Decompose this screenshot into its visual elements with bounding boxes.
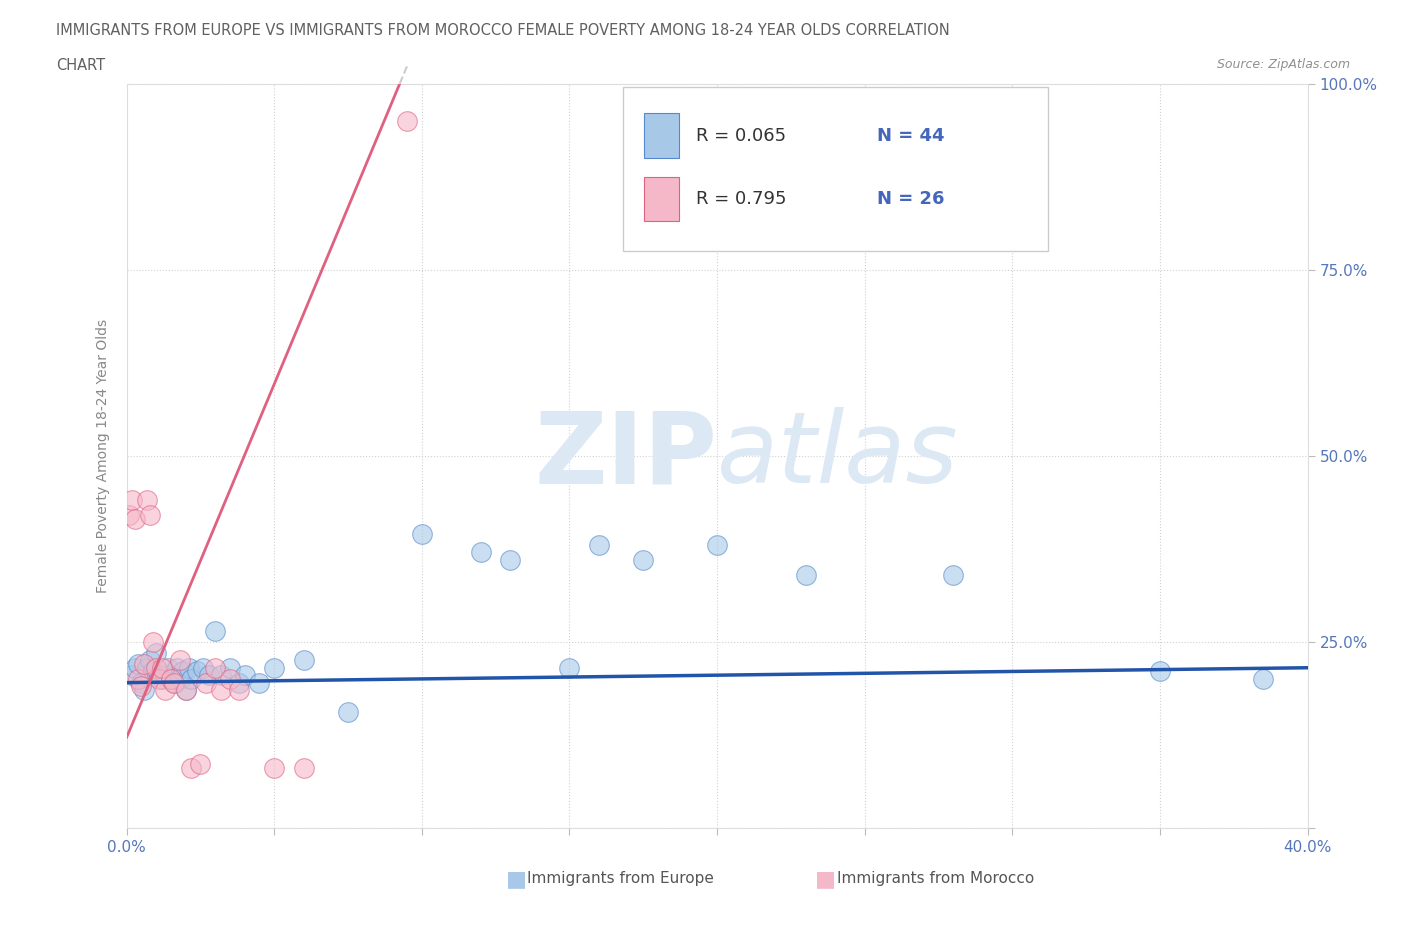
Point [292, 761, 315, 776]
Text: Immigrants from Morocco: Immigrants from Morocco [837, 871, 1033, 886]
Point [470, 545, 492, 560]
Point [142, 664, 165, 679]
Bar [644, 113, 679, 158]
Point [186, 664, 208, 679]
Point [942, 567, 965, 582]
Point [247, 675, 270, 690]
Point [121, 493, 143, 508]
Point [198, 668, 221, 683]
Point [163, 675, 186, 690]
Point [121, 668, 143, 683]
Point [263, 761, 285, 776]
Point [148, 668, 170, 683]
Point [794, 567, 817, 582]
Text: N = 26: N = 26 [876, 190, 943, 208]
Point [195, 675, 218, 690]
Bar [644, 177, 679, 221]
Point [263, 660, 285, 675]
Point [228, 683, 250, 698]
Point [219, 660, 242, 675]
Point [499, 552, 522, 567]
Text: ZIP: ZIP [534, 407, 717, 504]
Point [396, 113, 419, 128]
Point [129, 679, 153, 694]
Point [631, 552, 654, 567]
Point [156, 660, 179, 675]
Point [118, 508, 141, 523]
Text: Immigrants from Europe: Immigrants from Europe [527, 871, 714, 886]
Point [163, 675, 186, 690]
Point [219, 671, 242, 686]
Point [124, 660, 146, 675]
Point [127, 671, 149, 686]
Point [204, 623, 226, 638]
Point [1251, 671, 1274, 686]
Point [188, 757, 211, 772]
Point [159, 671, 183, 686]
Point [159, 671, 183, 686]
Text: Source: ZipAtlas.com: Source: ZipAtlas.com [1216, 58, 1350, 71]
Point [148, 671, 170, 686]
Text: N = 44: N = 44 [876, 126, 943, 145]
Point [209, 668, 232, 683]
Point [209, 683, 232, 698]
Point [706, 538, 728, 552]
Point [129, 675, 153, 690]
Text: ■: ■ [815, 869, 837, 889]
Text: IMMIGRANTS FROM EUROPE VS IMMIGRANTS FROM MOROCCO FEMALE POVERTY AMONG 18-24 YEA: IMMIGRANTS FROM EUROPE VS IMMIGRANTS FRO… [56, 23, 950, 38]
Point [136, 493, 159, 508]
Point [169, 653, 191, 668]
Point [139, 508, 162, 523]
Point [177, 660, 200, 675]
Point [233, 668, 256, 683]
Point [169, 671, 191, 686]
Point [124, 512, 146, 526]
Point [153, 668, 176, 683]
Point [204, 660, 226, 675]
Text: ■: ■ [506, 869, 527, 889]
Text: R = 0.795: R = 0.795 [696, 190, 786, 208]
Text: CHART: CHART [56, 58, 105, 73]
Point [136, 660, 159, 675]
Text: R = 0.065: R = 0.065 [696, 126, 786, 145]
Point [150, 660, 173, 675]
Point [150, 671, 173, 686]
Point [166, 660, 188, 675]
Point [174, 683, 197, 698]
Point [228, 675, 250, 690]
Point [174, 683, 197, 698]
FancyBboxPatch shape [623, 87, 1047, 251]
Point [172, 664, 194, 679]
Point [139, 653, 162, 668]
Point [142, 634, 165, 649]
Point [145, 660, 167, 675]
Y-axis label: Female Poverty Among 18-24 Year Olds: Female Poverty Among 18-24 Year Olds [96, 319, 110, 592]
Point [1149, 664, 1171, 679]
Point [180, 671, 202, 686]
Point [180, 761, 202, 776]
Point [127, 657, 149, 671]
Point [153, 683, 176, 698]
Point [134, 657, 156, 671]
Point [411, 526, 433, 541]
Point [193, 660, 215, 675]
Point [145, 645, 167, 660]
Point [558, 660, 581, 675]
Point [337, 705, 360, 720]
Point [134, 683, 156, 698]
Point [588, 538, 610, 552]
Point [292, 653, 315, 668]
Text: atlas: atlas [717, 407, 959, 504]
